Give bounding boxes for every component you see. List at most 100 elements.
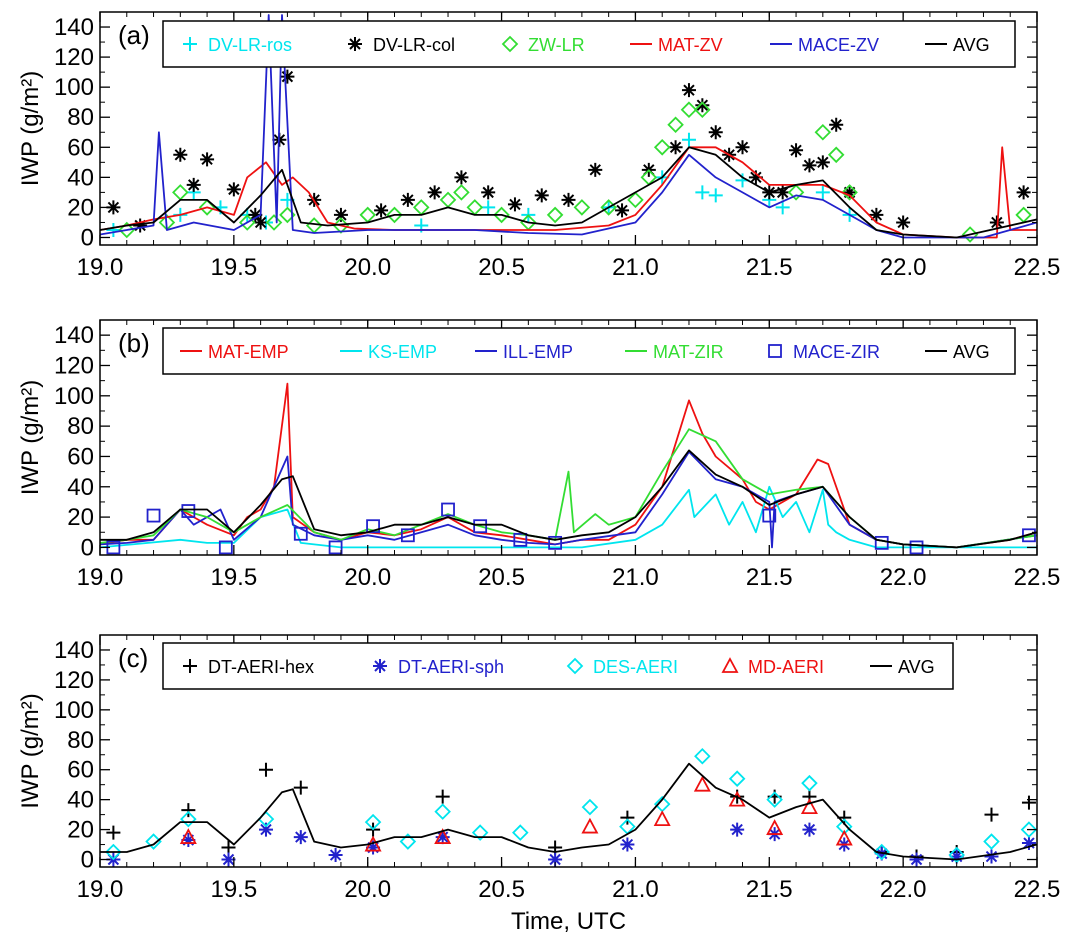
data-point-mace-zir [1022, 528, 1036, 543]
data-point-dt-aeri-sph [258, 822, 273, 837]
series-line-mat-emp [100, 382, 1037, 549]
data-point-mace-zir [400, 528, 415, 543]
legend-label-dv-lr-ros: DV-LR-ros [208, 35, 292, 55]
data-point-dv-lr-col [561, 192, 576, 207]
data-point-dv-lr-col [735, 140, 750, 155]
x-tick-label: 19.0 [77, 254, 124, 281]
y-axis-label: IWP (g/m²) [17, 71, 44, 187]
data-point-dv-lr-ros [775, 200, 790, 215]
data-point-dv-lr-col [400, 192, 415, 207]
data-point-zw-lr [961, 226, 979, 243]
x-tick-label: 21.5 [746, 254, 793, 281]
legend-swatch-dt-aeri-sph [373, 659, 387, 673]
data-point-zw-lr [453, 184, 470, 201]
data-point-dt-aeri-hex [106, 825, 121, 840]
data-point-dt-aeri-hex [293, 780, 308, 795]
y-tick-label: 100 [54, 697, 94, 724]
x-tick-label: 22.0 [880, 564, 927, 591]
data-point-zw-lr [172, 184, 189, 201]
data-point-md-aeri [434, 828, 452, 844]
data-point-dv-lr-col [173, 147, 188, 162]
data-point-dv-lr-col [248, 207, 263, 222]
data-point-dv-lr-col [507, 197, 522, 212]
data-point-dt-aeri-hex [1021, 795, 1036, 810]
data-point-dv-lr-col [869, 207, 884, 222]
x-tick-label: 22.0 [880, 254, 927, 281]
x-tick-label: 22.0 [880, 876, 927, 903]
data-point-dt-aeri-sph [984, 849, 999, 864]
data-point-zw-lr [546, 206, 564, 224]
axes-frame [99, 634, 1038, 868]
y-tick-label: 20 [67, 194, 94, 221]
legend-label-zw-lr: ZW-LR [528, 35, 585, 55]
data-point-md-aeri [179, 828, 197, 844]
y-tick-label: 140 [54, 322, 94, 349]
legend-box [162, 642, 954, 690]
data-point-des-aeri [512, 824, 529, 841]
data-point-zw-lr [694, 101, 711, 118]
data-point-dv-lr-col [815, 155, 830, 170]
data-point-dv-lr-col [374, 203, 389, 218]
series-line-avg [100, 146, 1037, 239]
data-point-dt-aeri-sph [328, 848, 343, 863]
data-point-dv-lr-col [668, 140, 683, 155]
legend-swatch-dt-aeri-hex [183, 659, 197, 673]
data-point-des-aeri [581, 798, 599, 816]
data-point-dv-lr-ros [106, 222, 121, 237]
legend: MAT-EMP KS-EMP ILL-EMP MAT-ZIR MACE-ZIR AVG [162, 327, 1016, 375]
data-point-des-aeri [766, 791, 783, 808]
data-point-dt-aeri-hex [221, 840, 236, 855]
data-point-dv-lr-col [133, 218, 148, 233]
data-point-dt-aeri-sph [802, 822, 817, 837]
data-point-dv-lr-col [842, 185, 857, 200]
data-point-mace-zir [366, 519, 380, 534]
data-point-dv-lr-col [534, 188, 549, 203]
data-point-dv-lr-col [1016, 185, 1031, 200]
data-point-dv-lr-col [481, 185, 496, 200]
plot-area [100, 14, 1037, 243]
panel-b: 19.0 19.5 20.0 20.5 21.0 21.5 22.0 22.5 0 20 40 60 8… [17, 319, 1060, 591]
legend: DV-LR-ros DV-LR-col ZW-LR MAT-ZV MACE-ZV AVG [162, 20, 1016, 68]
data-point-zw-lr [787, 184, 805, 201]
data-point-dv-lr-col [280, 69, 295, 84]
data-point-mace-zir [909, 540, 924, 555]
data-point-des-aeri [1020, 821, 1037, 838]
data-point-des-aeri [873, 843, 890, 861]
data-point-dv-lr-col [896, 215, 911, 230]
data-point-dv-lr-col [333, 207, 348, 222]
data-point-zw-lr [332, 217, 350, 234]
data-point-mace-zir [513, 532, 528, 547]
data-point-dt-aeri-sph [730, 822, 745, 837]
legend-label-mat-zir: MAT-ZIR [653, 342, 724, 362]
x-tick-label: 22.5 [1014, 254, 1061, 281]
data-point-dt-aeri-hex [181, 803, 196, 818]
data-point-zw-lr [827, 146, 845, 164]
data-point-dv-lr-col [802, 158, 817, 173]
series-line-mat-zir [100, 428, 1037, 549]
data-point-des-aeri [105, 843, 122, 861]
data-point-md-aeri [800, 798, 818, 815]
data-point-dv-lr-col [829, 117, 844, 132]
x-tick-label: 21.0 [612, 876, 659, 903]
data-point-zw-lr [573, 199, 591, 216]
data-point-zw-lr [198, 199, 216, 216]
data-point-dv-lr-ros [708, 188, 723, 203]
data-point-zw-lr [466, 199, 484, 216]
data-point-zw-lr [1015, 206, 1032, 224]
plot-area [100, 382, 1037, 555]
x-tick-label: 22.5 [1014, 876, 1061, 903]
data-point-md-aeri [835, 829, 853, 846]
y-tick-label: 80 [67, 104, 94, 131]
legend-label-ks-emp: KS-EMP [368, 342, 437, 362]
data-point-des-aeri [145, 833, 162, 850]
data-point-dv-lr-col [775, 185, 790, 200]
y-tick-label: 140 [54, 637, 94, 664]
data-point-dv-lr-col [454, 170, 469, 185]
data-point-dv-lr-col [186, 177, 201, 192]
data-point-dv-lr-col [748, 170, 763, 185]
data-point-dt-aeri-sph [435, 830, 450, 845]
x-tick-label: 19.5 [210, 254, 257, 281]
x-tick-label: 19.0 [77, 876, 124, 903]
data-point-mace-zir [762, 508, 777, 523]
